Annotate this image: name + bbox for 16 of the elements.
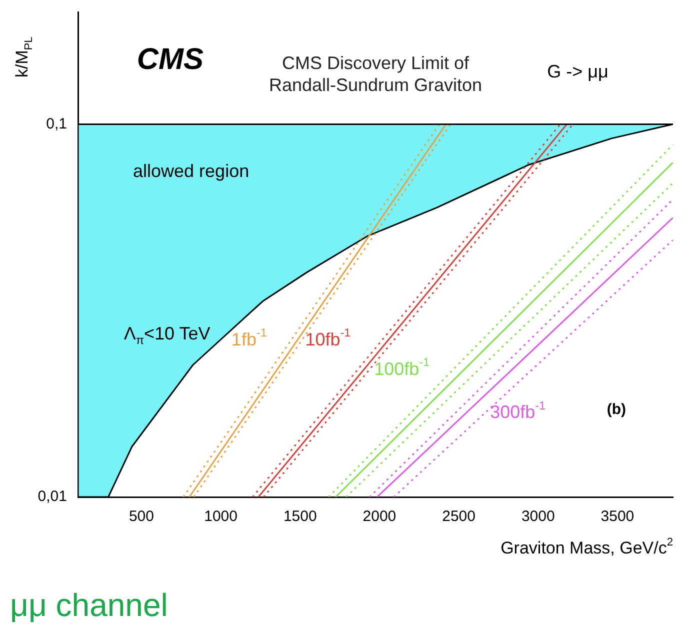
x-tick-label: 1500	[283, 508, 317, 526]
x-tick-label: 3500	[600, 508, 634, 526]
annotation: allowed region	[133, 161, 250, 182]
x-tick-label: 3000	[521, 508, 555, 526]
annotation: (b)	[606, 400, 626, 418]
y-tick-label: 0,01	[38, 488, 67, 506]
x-tick-label: 2500	[442, 508, 476, 526]
annotation: CMS	[136, 42, 204, 76]
x-tick-label: 500	[128, 508, 154, 526]
text: CMS Discovery Limit of Randall-Sundrum Graviton	[268, 52, 482, 95]
annotation: G -> μμ	[547, 62, 608, 82]
y-tick-label: 0,1	[46, 115, 67, 132]
x-tick-label: 1000	[204, 508, 238, 526]
x-tick-label: 2000	[362, 508, 396, 526]
text: μμ channel	[10, 586, 168, 623]
y-axis-title: k/MPL	[12, 36, 36, 78]
